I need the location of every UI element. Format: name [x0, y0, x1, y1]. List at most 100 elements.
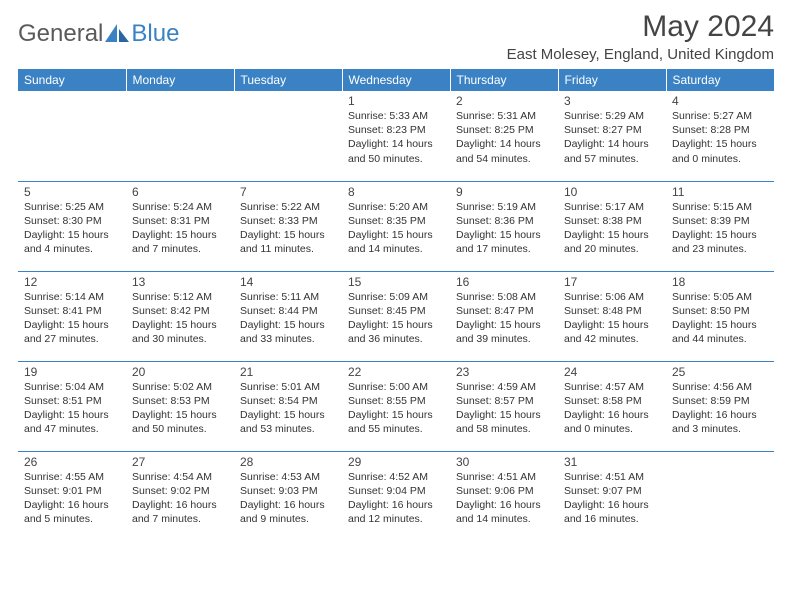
- calendar-cell: 20Sunrise: 5:02 AMSunset: 8:53 PMDayligh…: [126, 361, 234, 451]
- calendar-cell: 13Sunrise: 5:12 AMSunset: 8:42 PMDayligh…: [126, 271, 234, 361]
- calendar-cell: 26Sunrise: 4:55 AMSunset: 9:01 PMDayligh…: [18, 451, 126, 541]
- day-details: Sunrise: 5:12 AMSunset: 8:42 PMDaylight:…: [132, 290, 228, 347]
- day-number: 28: [240, 455, 336, 469]
- day-number: 20: [132, 365, 228, 379]
- day-number: 15: [348, 275, 444, 289]
- day-number: 31: [564, 455, 660, 469]
- header: General Blue May 2024 East Molesey, Engl…: [18, 10, 774, 63]
- calendar-cell: 22Sunrise: 5:00 AMSunset: 8:55 PMDayligh…: [342, 361, 450, 451]
- day-number: 30: [456, 455, 552, 469]
- day-details: Sunrise: 5:33 AMSunset: 8:23 PMDaylight:…: [348, 109, 444, 166]
- day-details: Sunrise: 4:51 AMSunset: 9:06 PMDaylight:…: [456, 470, 552, 527]
- day-number: 17: [564, 275, 660, 289]
- day-number: 2: [456, 94, 552, 108]
- weekday-header: Sunday: [18, 69, 126, 91]
- day-details: Sunrise: 4:54 AMSunset: 9:02 PMDaylight:…: [132, 470, 228, 527]
- logo-sail-icon: [105, 24, 131, 44]
- calendar-row: 1Sunrise: 5:33 AMSunset: 8:23 PMDaylight…: [18, 91, 774, 181]
- weekday-header-row: SundayMondayTuesdayWednesdayThursdayFrid…: [18, 69, 774, 91]
- calendar-cell: 4Sunrise: 5:27 AMSunset: 8:28 PMDaylight…: [666, 91, 774, 181]
- calendar-cell: 19Sunrise: 5:04 AMSunset: 8:51 PMDayligh…: [18, 361, 126, 451]
- day-number: 8: [348, 185, 444, 199]
- day-number: 26: [24, 455, 120, 469]
- calendar-cell: 8Sunrise: 5:20 AMSunset: 8:35 PMDaylight…: [342, 181, 450, 271]
- calendar-table: SundayMondayTuesdayWednesdayThursdayFrid…: [18, 69, 774, 541]
- day-details: Sunrise: 5:24 AMSunset: 8:31 PMDaylight:…: [132, 200, 228, 257]
- calendar-cell: 10Sunrise: 5:17 AMSunset: 8:38 PMDayligh…: [558, 181, 666, 271]
- weekday-header: Tuesday: [234, 69, 342, 91]
- day-details: Sunrise: 5:11 AMSunset: 8:44 PMDaylight:…: [240, 290, 336, 347]
- weekday-header: Monday: [126, 69, 234, 91]
- day-number: 18: [672, 275, 768, 289]
- day-details: Sunrise: 5:20 AMSunset: 8:35 PMDaylight:…: [348, 200, 444, 257]
- calendar-cell: 27Sunrise: 4:54 AMSunset: 9:02 PMDayligh…: [126, 451, 234, 541]
- weekday-header: Thursday: [450, 69, 558, 91]
- calendar-cell: 9Sunrise: 5:19 AMSunset: 8:36 PMDaylight…: [450, 181, 558, 271]
- day-details: Sunrise: 5:15 AMSunset: 8:39 PMDaylight:…: [672, 200, 768, 257]
- calendar-row: 5Sunrise: 5:25 AMSunset: 8:30 PMDaylight…: [18, 181, 774, 271]
- calendar-cell: [666, 451, 774, 541]
- calendar-cell: 12Sunrise: 5:14 AMSunset: 8:41 PMDayligh…: [18, 271, 126, 361]
- day-number: 25: [672, 365, 768, 379]
- calendar-cell: 16Sunrise: 5:08 AMSunset: 8:47 PMDayligh…: [450, 271, 558, 361]
- calendar-cell: 14Sunrise: 5:11 AMSunset: 8:44 PMDayligh…: [234, 271, 342, 361]
- title-block: May 2024 East Molesey, England, United K…: [507, 10, 774, 63]
- day-details: Sunrise: 5:31 AMSunset: 8:25 PMDaylight:…: [456, 109, 552, 166]
- day-number: 12: [24, 275, 120, 289]
- weekday-header: Saturday: [666, 69, 774, 91]
- calendar-cell: [234, 91, 342, 181]
- calendar-body: 1Sunrise: 5:33 AMSunset: 8:23 PMDaylight…: [18, 91, 774, 541]
- day-details: Sunrise: 5:29 AMSunset: 8:27 PMDaylight:…: [564, 109, 660, 166]
- calendar-cell: 1Sunrise: 5:33 AMSunset: 8:23 PMDaylight…: [342, 91, 450, 181]
- day-number: 16: [456, 275, 552, 289]
- day-details: Sunrise: 4:51 AMSunset: 9:07 PMDaylight:…: [564, 470, 660, 527]
- day-number: 24: [564, 365, 660, 379]
- calendar-cell: 23Sunrise: 4:59 AMSunset: 8:57 PMDayligh…: [450, 361, 558, 451]
- day-details: Sunrise: 4:56 AMSunset: 8:59 PMDaylight:…: [672, 380, 768, 437]
- day-details: Sunrise: 5:27 AMSunset: 8:28 PMDaylight:…: [672, 109, 768, 166]
- day-number: 6: [132, 185, 228, 199]
- day-details: Sunrise: 4:57 AMSunset: 8:58 PMDaylight:…: [564, 380, 660, 437]
- calendar-cell: 25Sunrise: 4:56 AMSunset: 8:59 PMDayligh…: [666, 361, 774, 451]
- weekday-header: Wednesday: [342, 69, 450, 91]
- day-number: 13: [132, 275, 228, 289]
- day-details: Sunrise: 5:02 AMSunset: 8:53 PMDaylight:…: [132, 380, 228, 437]
- day-number: 14: [240, 275, 336, 289]
- day-number: 5: [24, 185, 120, 199]
- day-number: 21: [240, 365, 336, 379]
- day-details: Sunrise: 4:52 AMSunset: 9:04 PMDaylight:…: [348, 470, 444, 527]
- calendar-cell: 7Sunrise: 5:22 AMSunset: 8:33 PMDaylight…: [234, 181, 342, 271]
- calendar-cell: 18Sunrise: 5:05 AMSunset: 8:50 PMDayligh…: [666, 271, 774, 361]
- calendar-row: 12Sunrise: 5:14 AMSunset: 8:41 PMDayligh…: [18, 271, 774, 361]
- calendar-cell: 15Sunrise: 5:09 AMSunset: 8:45 PMDayligh…: [342, 271, 450, 361]
- calendar-cell: 5Sunrise: 5:25 AMSunset: 8:30 PMDaylight…: [18, 181, 126, 271]
- day-details: Sunrise: 5:17 AMSunset: 8:38 PMDaylight:…: [564, 200, 660, 257]
- day-details: Sunrise: 5:22 AMSunset: 8:33 PMDaylight:…: [240, 200, 336, 257]
- page-title: May 2024: [507, 10, 774, 44]
- day-details: Sunrise: 4:53 AMSunset: 9:03 PMDaylight:…: [240, 470, 336, 527]
- calendar-cell: [126, 91, 234, 181]
- day-details: Sunrise: 4:55 AMSunset: 9:01 PMDaylight:…: [24, 470, 120, 527]
- day-details: Sunrise: 5:14 AMSunset: 8:41 PMDaylight:…: [24, 290, 120, 347]
- calendar-row: 26Sunrise: 4:55 AMSunset: 9:01 PMDayligh…: [18, 451, 774, 541]
- day-details: Sunrise: 5:25 AMSunset: 8:30 PMDaylight:…: [24, 200, 120, 257]
- day-details: Sunrise: 5:09 AMSunset: 8:45 PMDaylight:…: [348, 290, 444, 347]
- day-number: 22: [348, 365, 444, 379]
- calendar-cell: 31Sunrise: 4:51 AMSunset: 9:07 PMDayligh…: [558, 451, 666, 541]
- calendar-cell: 6Sunrise: 5:24 AMSunset: 8:31 PMDaylight…: [126, 181, 234, 271]
- day-number: 7: [240, 185, 336, 199]
- logo-text-blue: Blue: [131, 20, 179, 48]
- day-number: 19: [24, 365, 120, 379]
- calendar-row: 19Sunrise: 5:04 AMSunset: 8:51 PMDayligh…: [18, 361, 774, 451]
- day-number: 4: [672, 94, 768, 108]
- weekday-header: Friday: [558, 69, 666, 91]
- day-number: 9: [456, 185, 552, 199]
- day-number: 3: [564, 94, 660, 108]
- calendar-cell: 24Sunrise: 4:57 AMSunset: 8:58 PMDayligh…: [558, 361, 666, 451]
- day-number: 10: [564, 185, 660, 199]
- day-details: Sunrise: 5:04 AMSunset: 8:51 PMDaylight:…: [24, 380, 120, 437]
- logo-text-general: General: [18, 20, 103, 48]
- day-number: 1: [348, 94, 444, 108]
- day-number: 29: [348, 455, 444, 469]
- day-details: Sunrise: 5:00 AMSunset: 8:55 PMDaylight:…: [348, 380, 444, 437]
